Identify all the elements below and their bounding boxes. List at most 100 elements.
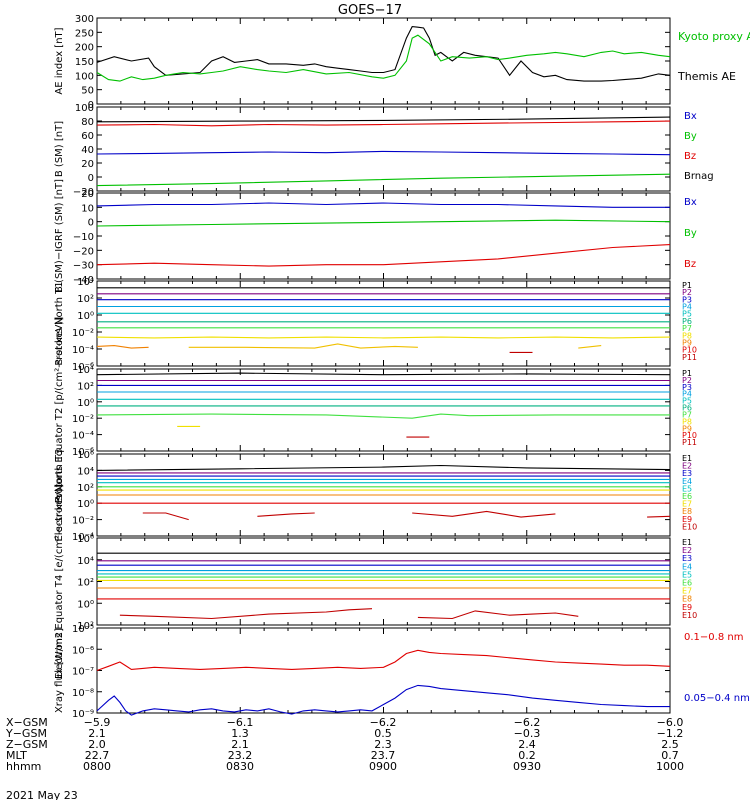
legend-entry: 0.1−0.8 nm	[684, 632, 743, 643]
x-axis-value: −6.2	[514, 716, 541, 729]
legend-entry: Bz	[684, 259, 696, 270]
legend-entry: P10	[682, 431, 697, 440]
y-tick-label: 10⁴	[77, 466, 94, 477]
y-tick-label: 10⁻⁷	[72, 667, 94, 678]
y-tick-label: 60	[81, 131, 94, 142]
x-axis-value: −1.2	[657, 727, 684, 740]
legend-entry: P4	[682, 390, 692, 399]
series-bz	[96, 244, 671, 267]
legend-entry: P10	[682, 346, 697, 355]
y-axis-label: Electrons Equator T4 [e/(cm²-s-sr-keV)]	[54, 484, 65, 679]
y-axis-label: Protons North T1	[54, 281, 65, 365]
legend-entry: Bx	[684, 111, 697, 122]
series-e10	[119, 608, 373, 620]
y-tick-label: 10⁻⁴	[72, 345, 94, 356]
legend-entry: E10	[682, 611, 697, 620]
y-tick-label: 20	[81, 189, 94, 200]
y-tick-label: 10⁻²	[72, 414, 94, 425]
series-0-1-0-8-nm	[96, 649, 671, 672]
panel-e_equator: 10² 10⁰ 10² 10⁴ 10⁶ Electrons Equator T4 [e/(…	[54, 484, 697, 679]
legend-entry: P4	[682, 303, 692, 312]
y-tick-label: 10²	[77, 578, 94, 589]
y-tick-label: 100	[75, 103, 94, 114]
legend-entry: Bx	[684, 197, 697, 208]
y-tick-label: 300	[75, 14, 94, 25]
legend-entry: E5	[682, 570, 692, 579]
series-e10b	[257, 512, 315, 517]
legend-entry: P9	[682, 424, 692, 433]
legend-entry: E4	[682, 562, 692, 571]
x-axis-value: −5.9	[84, 716, 111, 729]
series-kyoto-proxy-ae	[96, 34, 671, 82]
legend-entry: P2	[682, 376, 692, 385]
y-tick-label: 10⁻⁶	[72, 362, 94, 373]
series-bx	[96, 202, 670, 208]
y-tick-label: 10²	[77, 621, 94, 632]
y-tick-label: 10⁰	[77, 398, 94, 409]
y-tick-label: 50	[81, 86, 94, 97]
legend-entry: P1	[682, 281, 692, 290]
legend-entry: Bz	[684, 151, 696, 162]
y-tick-label: 10²	[77, 294, 94, 305]
x-axis-row-label: MLT	[6, 749, 27, 762]
legend-entry: Brnag	[684, 171, 714, 182]
legend-entry: E1	[682, 538, 692, 547]
y-tick-label: 20	[81, 159, 94, 170]
series-bmag	[96, 116, 671, 123]
y-tick-label: 10⁻⁴	[72, 431, 94, 442]
x-axis-table: X−GSMY−GSMZ−GSMMLThhmm−5.92.12.022.70800…	[5, 716, 684, 773]
legend-entry: E8	[682, 595, 692, 604]
panel-frame	[96, 368, 671, 452]
legend-entry: E3	[682, 469, 692, 478]
y-axis-label: Xray flux [W/m2]	[54, 628, 65, 713]
y-tick-label: 0	[88, 173, 94, 184]
plot-title: GOES−17	[338, 3, 402, 18]
legend-entry: 0.05−0.4 nm	[684, 693, 750, 704]
legend-entry: Themis AE	[677, 70, 736, 83]
x-axis-value: 0.2	[518, 749, 536, 762]
legend-entry: E8	[682, 507, 692, 516]
y-tick-label: 10⁻⁸	[72, 688, 94, 699]
legend-entry: P5	[682, 397, 692, 406]
legend-entry: E3	[682, 554, 692, 563]
y-tick-label: −20	[73, 187, 94, 198]
panel-frame	[96, 537, 671, 626]
series-bx	[96, 150, 671, 156]
y-tick-label: 250	[75, 28, 94, 39]
legend-entry: E5	[682, 484, 692, 493]
y-tick-label: −20	[73, 246, 94, 257]
y-tick-label: 100	[75, 71, 94, 82]
series-e10	[142, 512, 189, 521]
panel-frame	[96, 17, 671, 105]
legend-entry: By	[684, 228, 697, 239]
x-axis-value: 2.1	[231, 738, 249, 751]
series-p1	[96, 372, 671, 376]
x-axis-value: 1.3	[231, 727, 249, 740]
legend-entry: P11	[682, 353, 697, 362]
y-tick-label: 0	[88, 218, 94, 229]
legend-entry: P7	[682, 324, 692, 333]
y-tick-label: 10⁻²	[72, 516, 94, 527]
x-axis-row-label: hhmm	[6, 760, 41, 773]
series-by	[96, 219, 671, 227]
x-axis-value: 23.2	[228, 749, 253, 762]
y-axis-label: AE index [nT]	[54, 27, 65, 94]
y-axis-label: B (SM) [nT]	[54, 121, 65, 177]
x-axis-value: 2.4	[518, 738, 536, 751]
y-tick-label: 10⁻⁶	[72, 447, 94, 458]
x-axis-value: 1000	[656, 760, 684, 773]
y-tick-label: 10⁻⁴	[72, 532, 94, 543]
y-axis-label: B (SM)−IGRF (SM) [nT]	[54, 179, 65, 293]
y-tick-label: 10⁶	[77, 534, 94, 545]
legend-entry: P8	[682, 417, 692, 426]
legend-entry: E7	[682, 587, 692, 596]
y-tick-label: 10⁴	[77, 556, 94, 567]
y-tick-label: 10⁴	[77, 277, 94, 288]
legend-entry: E10	[682, 522, 697, 531]
x-axis-value: −6.0	[657, 716, 684, 729]
y-tick-label: 40	[81, 145, 94, 156]
date-line: 2021 May 23	[6, 789, 78, 800]
legend-entry: E6	[682, 492, 692, 501]
x-axis-value: 23.7	[371, 749, 396, 762]
